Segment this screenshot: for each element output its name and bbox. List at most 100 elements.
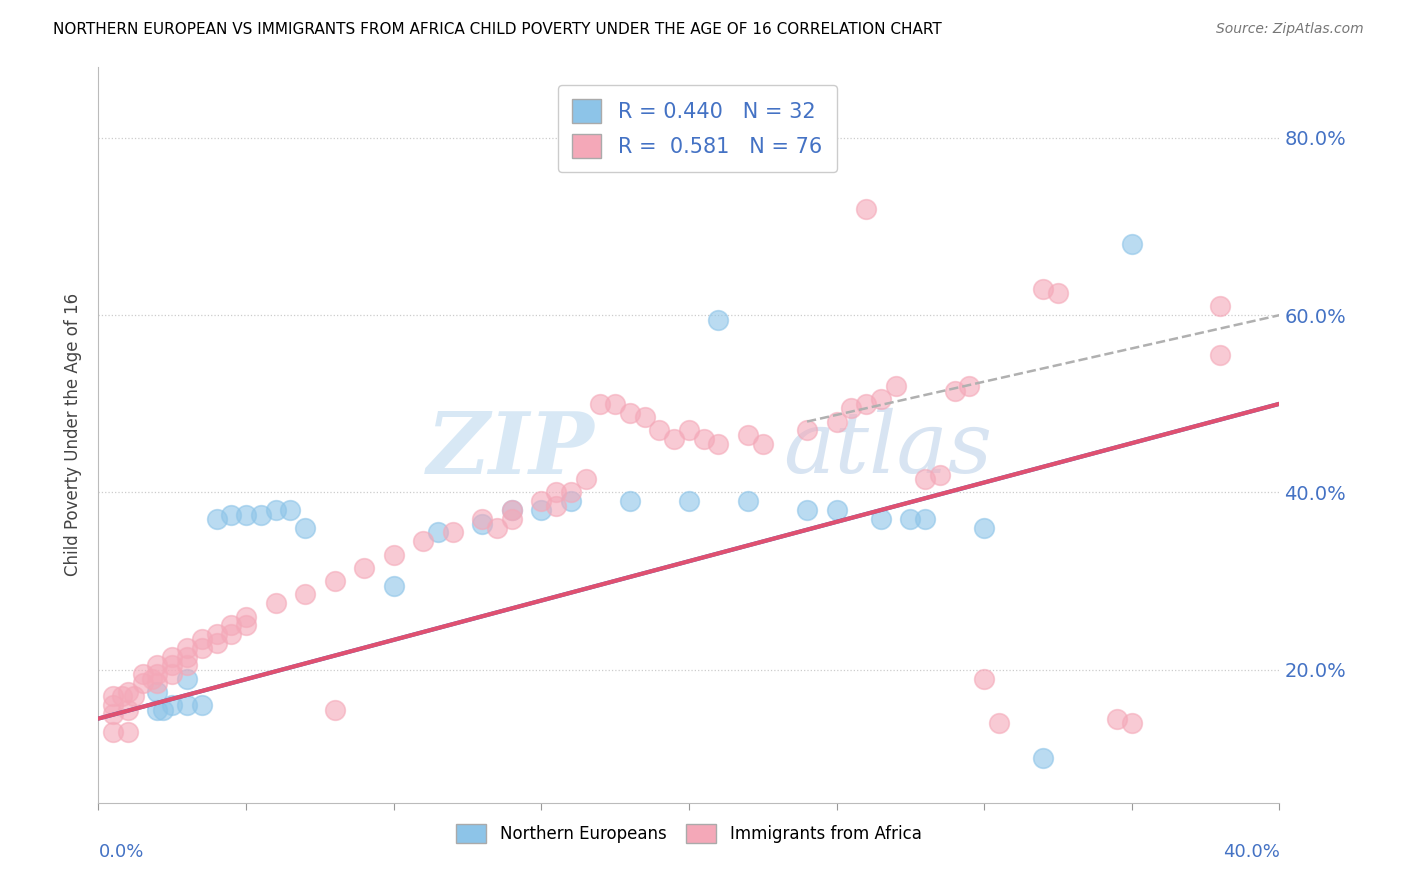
Point: [546, 485, 568, 500]
Point: [1032, 281, 1054, 295]
Point: [560, 485, 582, 500]
Point: [191, 632, 214, 646]
Point: [235, 618, 257, 632]
Point: [146, 676, 169, 690]
Point: [235, 508, 257, 522]
Point: [737, 427, 759, 442]
Point: [382, 548, 405, 562]
Legend: Northern Europeans, Immigrants from Africa: Northern Europeans, Immigrants from Afri…: [450, 817, 928, 850]
Point: [152, 703, 174, 717]
Point: [664, 432, 686, 446]
Point: [693, 432, 716, 446]
Point: [323, 574, 346, 589]
Point: [973, 521, 995, 535]
Point: [501, 503, 523, 517]
Point: [605, 397, 627, 411]
Point: [1209, 299, 1232, 313]
Point: [122, 690, 145, 704]
Point: [103, 707, 125, 722]
Point: [678, 424, 700, 438]
Point: [191, 640, 214, 655]
Point: [221, 508, 243, 522]
Point: [1032, 751, 1054, 765]
Point: [560, 494, 582, 508]
Point: [191, 698, 214, 713]
Point: [796, 424, 818, 438]
Point: [250, 508, 273, 522]
Point: [870, 512, 893, 526]
Point: [382, 578, 405, 592]
Point: [619, 406, 641, 420]
Point: [146, 703, 169, 717]
Point: [146, 667, 169, 681]
Point: [117, 724, 139, 739]
Point: [353, 561, 375, 575]
Point: [162, 658, 183, 673]
Point: [132, 676, 155, 690]
Point: [205, 636, 228, 650]
Point: [176, 672, 198, 686]
Point: [589, 397, 612, 411]
Point: [471, 512, 494, 526]
Point: [162, 698, 183, 713]
Point: [103, 724, 125, 739]
Point: [707, 436, 730, 450]
Point: [103, 698, 125, 713]
Point: [678, 494, 700, 508]
Point: [1209, 348, 1232, 362]
Text: atlas: atlas: [783, 409, 993, 491]
Point: [855, 202, 877, 216]
Point: [884, 379, 907, 393]
Point: [501, 512, 523, 526]
Text: ZIP: ZIP: [426, 408, 595, 491]
Y-axis label: Child Poverty Under the Age of 16: Child Poverty Under the Age of 16: [65, 293, 83, 576]
Point: [221, 627, 243, 641]
Point: [486, 521, 509, 535]
Point: [176, 658, 198, 673]
Text: 40.0%: 40.0%: [1223, 843, 1279, 862]
Point: [205, 627, 228, 641]
Point: [841, 401, 863, 416]
Point: [280, 503, 302, 517]
Point: [634, 410, 657, 425]
Point: [162, 649, 183, 664]
Point: [575, 472, 598, 486]
Point: [530, 503, 553, 517]
Point: [441, 525, 464, 540]
Point: [1121, 716, 1143, 731]
Point: [146, 685, 169, 699]
Point: [323, 703, 346, 717]
Point: [737, 494, 759, 508]
Point: [752, 436, 775, 450]
Point: [205, 512, 228, 526]
Point: [427, 525, 450, 540]
Point: [825, 415, 848, 429]
Text: NORTHERN EUROPEAN VS IMMIGRANTS FROM AFRICA CHILD POVERTY UNDER THE AGE OF 16 CO: NORTHERN EUROPEAN VS IMMIGRANTS FROM AFR…: [53, 22, 942, 37]
Point: [855, 397, 877, 411]
Point: [900, 512, 922, 526]
Text: Source: ZipAtlas.com: Source: ZipAtlas.com: [1216, 22, 1364, 37]
Point: [176, 649, 198, 664]
Point: [929, 467, 952, 482]
Point: [111, 690, 134, 704]
Point: [914, 512, 936, 526]
Point: [1107, 712, 1129, 726]
Point: [162, 667, 183, 681]
Point: [412, 534, 434, 549]
Point: [530, 494, 553, 508]
Point: [264, 503, 287, 517]
Point: [959, 379, 981, 393]
Point: [176, 640, 198, 655]
Point: [796, 503, 818, 517]
Point: [501, 503, 523, 517]
Point: [914, 472, 936, 486]
Point: [117, 685, 139, 699]
Point: [973, 672, 995, 686]
Point: [221, 618, 243, 632]
Point: [264, 596, 287, 610]
Point: [619, 494, 641, 508]
Text: 0.0%: 0.0%: [98, 843, 143, 862]
Point: [176, 698, 198, 713]
Point: [103, 690, 125, 704]
Point: [825, 503, 848, 517]
